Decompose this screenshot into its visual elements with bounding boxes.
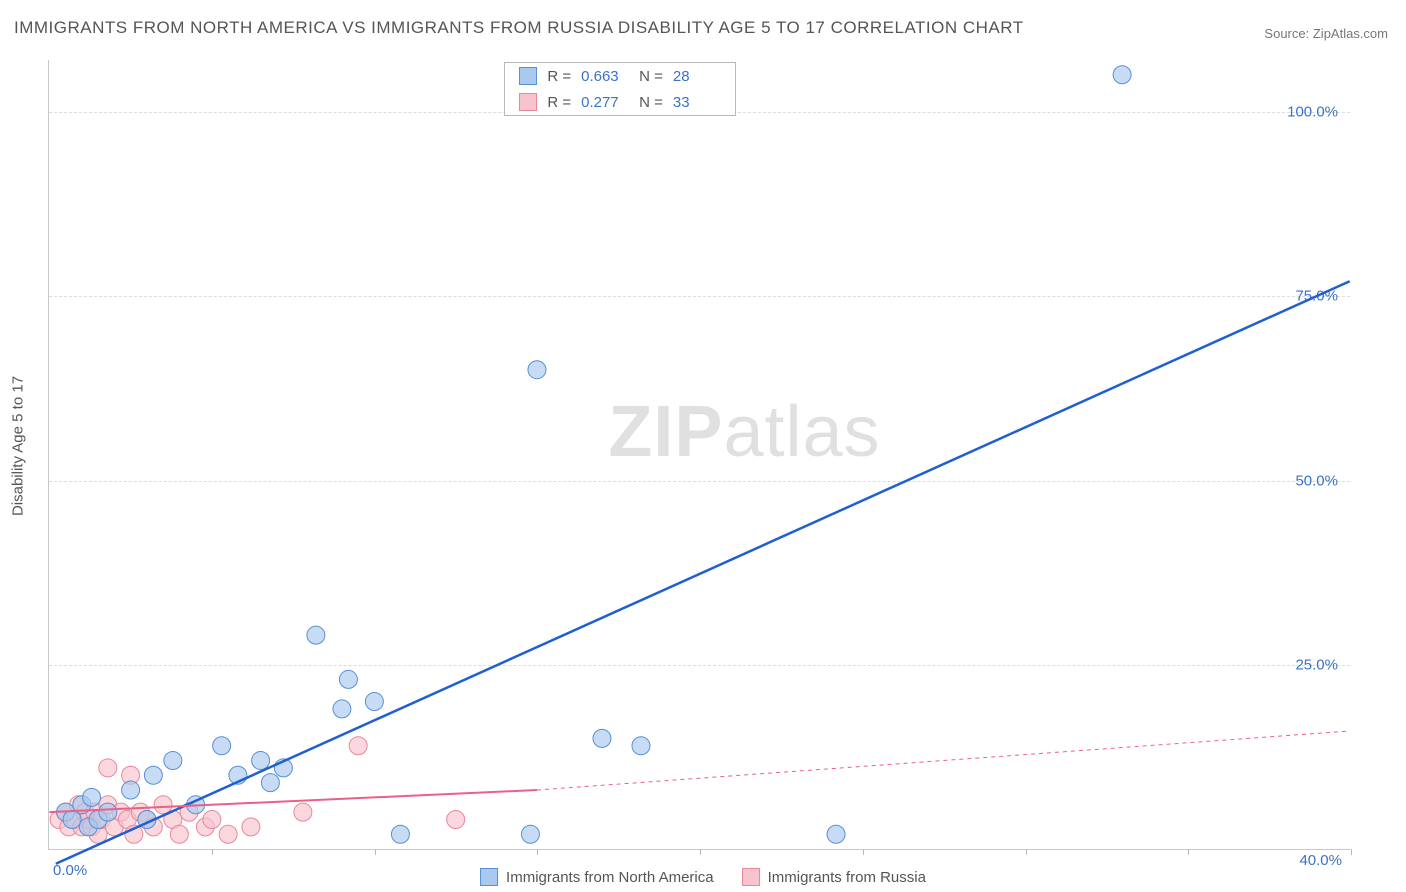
legend-swatch-pink bbox=[742, 868, 760, 886]
point-russia bbox=[99, 759, 117, 777]
x-end-label: 40.0% bbox=[1299, 852, 1342, 869]
point-north-america bbox=[144, 766, 162, 784]
point-north-america bbox=[1113, 66, 1131, 84]
trendline-north-america bbox=[56, 281, 1350, 864]
point-russia bbox=[170, 825, 188, 843]
r-value: 0.663 bbox=[581, 68, 629, 85]
stats-swatch bbox=[519, 67, 537, 85]
source-link[interactable]: ZipAtlas.com bbox=[1313, 26, 1388, 41]
point-russia bbox=[203, 811, 221, 829]
point-russia bbox=[349, 737, 367, 755]
stats-row: R = 0.663 N = 28 bbox=[505, 63, 735, 89]
point-north-america bbox=[83, 788, 101, 806]
plot-area: 25.0%50.0%75.0%100.0% 0.0% 40.0% ZIPatla… bbox=[48, 60, 1350, 850]
point-russia bbox=[242, 818, 260, 836]
x-tick bbox=[1351, 849, 1352, 855]
n-value: 28 bbox=[673, 68, 721, 85]
legend: Immigrants from North America Immigrants… bbox=[480, 868, 926, 886]
point-north-america bbox=[593, 729, 611, 747]
n-label: N = bbox=[639, 94, 663, 111]
point-north-america bbox=[122, 781, 140, 799]
stats-swatch bbox=[519, 93, 537, 111]
point-north-america bbox=[632, 737, 650, 755]
x-tick bbox=[537, 849, 538, 855]
point-north-america bbox=[99, 803, 117, 821]
n-value: 33 bbox=[673, 94, 721, 111]
point-russia bbox=[447, 811, 465, 829]
point-north-america bbox=[261, 774, 279, 792]
point-north-america bbox=[252, 752, 270, 770]
point-russia bbox=[294, 803, 312, 821]
point-russia bbox=[219, 825, 237, 843]
legend-label-1: Immigrants from North America bbox=[506, 869, 714, 886]
scatter-svg bbox=[49, 60, 1350, 849]
legend-swatch-blue bbox=[480, 868, 498, 886]
legend-label-2: Immigrants from Russia bbox=[768, 869, 926, 886]
point-north-america bbox=[339, 670, 357, 688]
x-tick bbox=[863, 849, 864, 855]
y-axis-label: Disability Age 5 to 17 bbox=[10, 376, 27, 516]
x-tick bbox=[1188, 849, 1189, 855]
chart-title: IMMIGRANTS FROM NORTH AMERICA VS IMMIGRA… bbox=[14, 18, 1024, 38]
x-tick bbox=[1026, 849, 1027, 855]
n-label: N = bbox=[639, 68, 663, 85]
x-tick bbox=[700, 849, 701, 855]
r-label: R = bbox=[547, 68, 571, 85]
point-north-america bbox=[307, 626, 325, 644]
source-label: Source: bbox=[1264, 26, 1309, 41]
legend-item-north-america: Immigrants from North America bbox=[480, 868, 714, 886]
x-tick bbox=[212, 849, 213, 855]
stats-row: R = 0.277 N = 33 bbox=[505, 89, 735, 115]
x-tick bbox=[375, 849, 376, 855]
point-north-america bbox=[827, 825, 845, 843]
point-north-america bbox=[164, 752, 182, 770]
r-label: R = bbox=[547, 94, 571, 111]
origin-label: 0.0% bbox=[53, 862, 87, 879]
r-value: 0.277 bbox=[581, 94, 629, 111]
point-north-america bbox=[528, 361, 546, 379]
point-north-america bbox=[391, 825, 409, 843]
legend-item-russia: Immigrants from Russia bbox=[742, 868, 926, 886]
point-north-america bbox=[213, 737, 231, 755]
point-north-america bbox=[521, 825, 539, 843]
point-north-america bbox=[333, 700, 351, 718]
point-north-america bbox=[365, 693, 383, 711]
correlation-stats-box: R = 0.663 N = 28 R = 0.277 N = 33 bbox=[504, 62, 736, 116]
source-attribution: Source: ZipAtlas.com bbox=[1264, 26, 1388, 41]
trendline-russia-extrapolated bbox=[537, 731, 1350, 790]
